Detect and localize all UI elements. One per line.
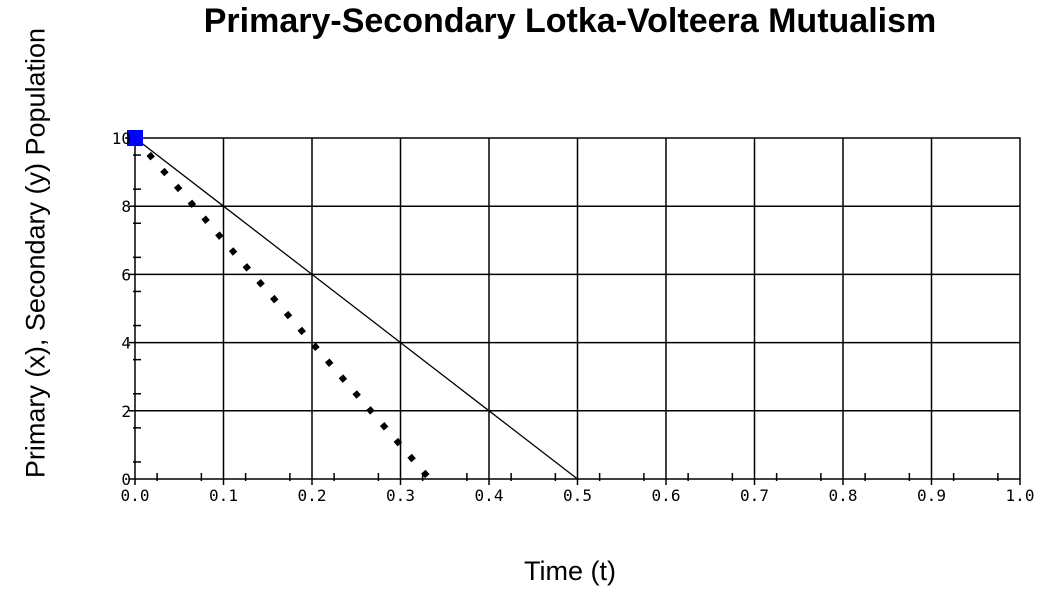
x-tick-label: 0.6 xyxy=(652,486,681,505)
x-tick-label: 1.0 xyxy=(1006,486,1035,505)
x-axis-label: Time (t) xyxy=(524,556,616,586)
y-tick-label: 10 xyxy=(112,129,131,148)
y-tick-label: 8 xyxy=(121,197,131,216)
x-tick-label: 0.1 xyxy=(209,486,238,505)
x-tick-label: 0.4 xyxy=(475,486,504,505)
series xyxy=(127,130,578,481)
grid xyxy=(134,137,1021,480)
x-tick-label: 0.9 xyxy=(917,486,946,505)
x-tick-label: 0.2 xyxy=(298,486,327,505)
y-tick-label: 0 xyxy=(121,470,131,489)
x-tick-label: 0.7 xyxy=(740,486,769,505)
x-tick-label: 0.8 xyxy=(829,486,858,505)
x-tick-label: 0.5 xyxy=(563,486,592,505)
y-tick-label: 2 xyxy=(121,402,131,421)
x-tick-label: 0.0 xyxy=(121,486,150,505)
tick-labels: 0.0 0.1 0.2 0.3 0.4 0.5 0.6 0.7 0.8 0.9 1.0 0 2 4 6 8 10 xyxy=(112,129,1035,505)
x-tick-label: 0.3 xyxy=(386,486,415,505)
start-point-marker xyxy=(127,130,143,146)
y-tick-label: 4 xyxy=(121,334,131,353)
y-tick-label: 6 xyxy=(121,265,131,284)
series-line-dotted xyxy=(132,136,432,481)
axes xyxy=(129,137,1021,485)
chart-title: Primary-Secondary Lotka-Volteera Mutuali… xyxy=(203,2,937,40)
series-line-solid xyxy=(134,137,578,480)
